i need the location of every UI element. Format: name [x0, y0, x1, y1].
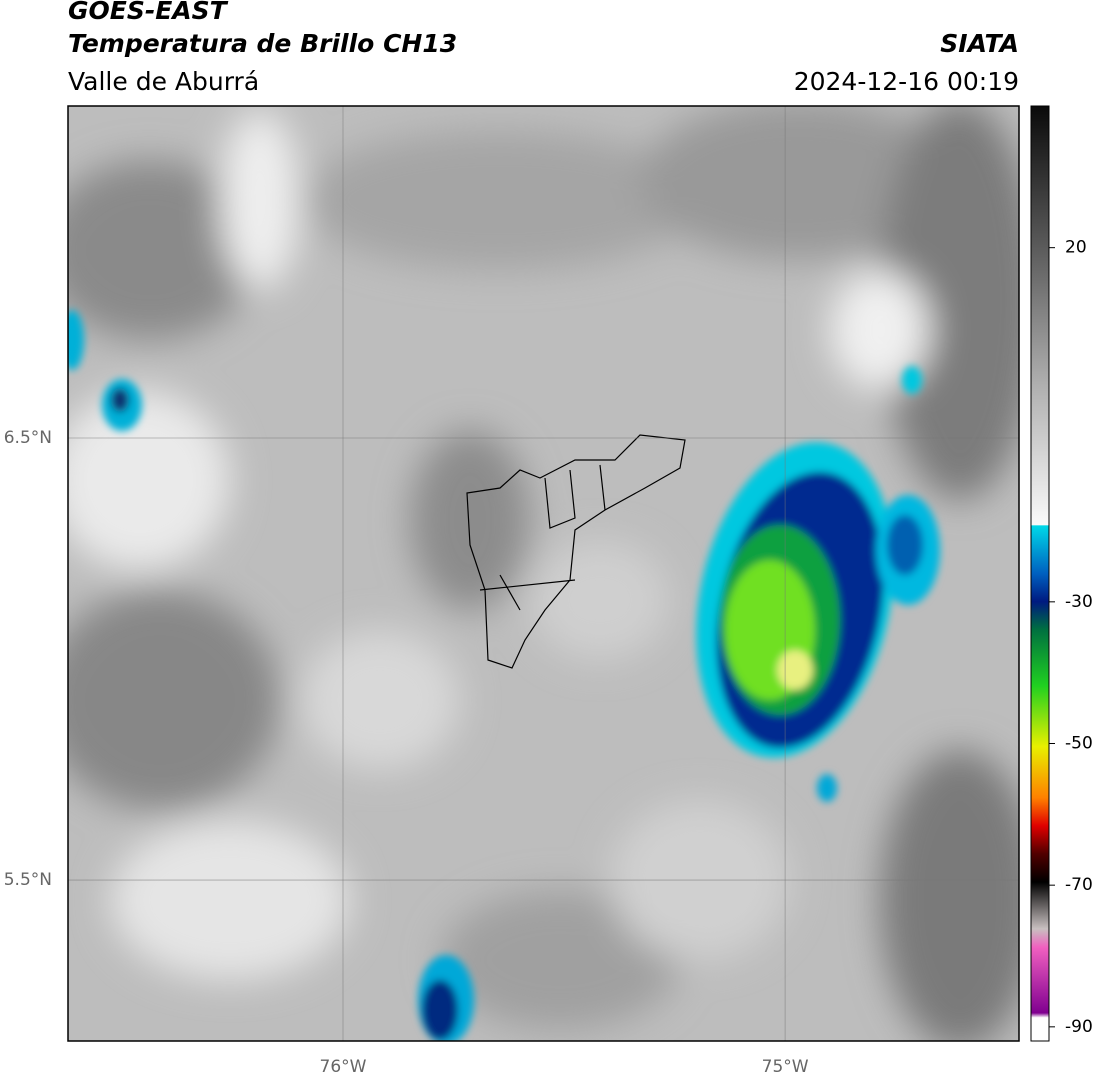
- municipal-boundaries: [466, 434, 686, 669]
- subtitle: Temperatura de Brillo CH13: [68, 29, 457, 58]
- colorbar: [1030, 105, 1050, 1042]
- satellite-image: [68, 106, 1019, 1041]
- lat-tick-label: 5.5°N: [4, 870, 52, 890]
- colorbar-tick-label: -30: [1065, 592, 1093, 612]
- lon-tick-label: 75°W: [762, 1057, 809, 1077]
- source: SIATA: [940, 29, 1019, 58]
- lon-tick-label: 76°W: [320, 1057, 367, 1077]
- map-frame: [67, 105, 1020, 1042]
- colorbar-tick-label: 20: [1065, 238, 1087, 258]
- title: GOES-EAST: [68, 0, 229, 25]
- colorbar-tick-label: -90: [1065, 1017, 1093, 1037]
- lat-tick-label: 6.5°N: [4, 428, 52, 448]
- colorbar-tick-label: -70: [1065, 875, 1093, 895]
- colorbar-tick-label: -50: [1065, 734, 1093, 754]
- timestamp: 2024-12-16 00:19: [794, 67, 1019, 96]
- region: Valle de Aburrá: [68, 67, 259, 96]
